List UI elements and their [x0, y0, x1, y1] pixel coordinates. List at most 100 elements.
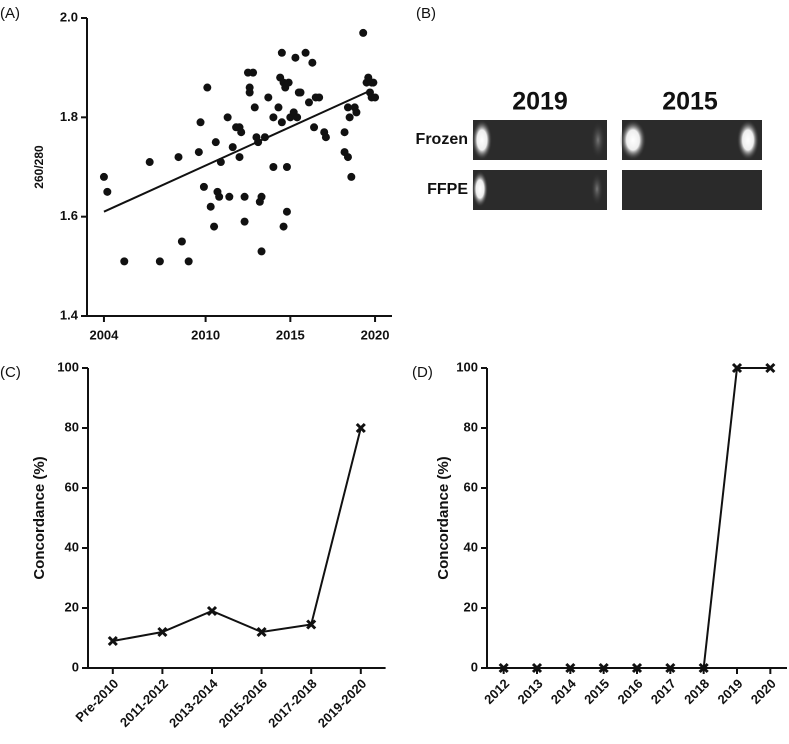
point: [352, 108, 361, 117]
gel-band: [737, 120, 759, 160]
y-axis-label: Concordance (%): [435, 456, 452, 579]
x-tick-label: 2017: [648, 676, 679, 707]
gel-column-label: 2019: [512, 88, 568, 116]
y-tick-label: 1.8: [60, 109, 78, 124]
point: [177, 237, 186, 246]
marker: [631, 662, 643, 674]
marker: [598, 662, 609, 674]
x-tick-label: 2015: [581, 676, 612, 707]
x-tick-label: 2004: [89, 327, 119, 342]
marker: [731, 362, 743, 374]
point: [282, 207, 291, 216]
y-tick-label: 0: [471, 659, 478, 674]
line: [112, 427, 362, 642]
panel-label: (A): [0, 5, 20, 22]
y-axis-label: 260/280: [32, 145, 46, 189]
x-tick-label: 2014: [548, 675, 580, 707]
y-axis-label: Concordance (%): [31, 456, 48, 579]
point: [206, 202, 215, 211]
point: [216, 158, 225, 167]
x-tick-label: 2019: [714, 676, 745, 707]
y-tick-label: 20: [65, 599, 79, 614]
point: [343, 103, 352, 112]
point: [228, 143, 237, 152]
panel-label: (D): [412, 364, 433, 381]
point: [347, 172, 356, 181]
point: [301, 48, 310, 57]
marker: [531, 662, 543, 674]
y-tick-label: 40: [464, 539, 478, 554]
x-tick-label: 2018: [681, 676, 712, 707]
x-tick-label: 2020: [361, 327, 390, 342]
x-tick-label: 2015-2016: [216, 676, 271, 731]
x-tick-label: 2010: [191, 327, 220, 342]
point: [103, 187, 112, 196]
y-tick-label: 40: [65, 539, 79, 554]
point: [260, 133, 269, 142]
point: [254, 138, 263, 147]
point: [264, 93, 273, 102]
point: [369, 78, 378, 87]
point: [277, 48, 286, 57]
marker: [665, 662, 676, 674]
point: [282, 163, 291, 171]
panel-label: (C): [0, 364, 21, 381]
y-tick-label: 80: [65, 419, 79, 434]
point: [203, 83, 212, 92]
gel-band: [472, 120, 492, 160]
marker: [206, 605, 218, 617]
point: [279, 222, 288, 231]
gel-band: [591, 122, 605, 158]
point: [345, 113, 354, 122]
x-tick-label: 2013-2014: [166, 675, 221, 730]
point: [145, 158, 154, 167]
gel-panel: (B) 2019 2015 Frozen FFPE: [416, 5, 762, 210]
point: [225, 192, 234, 201]
panel-label: (B): [416, 5, 436, 22]
gel-lane: [473, 170, 607, 210]
point: [196, 118, 205, 127]
point: [240, 217, 249, 226]
y-tick-label: 80: [464, 419, 478, 434]
y-tick-label: 20: [464, 599, 478, 614]
marker: [765, 362, 776, 374]
x-tick-label: 2013: [514, 676, 545, 707]
point: [284, 78, 293, 87]
point: [274, 103, 283, 112]
marker: [256, 626, 267, 638]
point: [120, 257, 129, 266]
marker: [157, 626, 168, 638]
point: [277, 118, 286, 127]
x-tick-label: 2015: [276, 327, 305, 342]
point: [174, 153, 183, 162]
point: [257, 247, 266, 256]
y-tick-label: 60: [464, 479, 478, 494]
gel-band: [472, 171, 488, 207]
x-tick-label: Pre-2010: [72, 676, 121, 725]
point: [269, 163, 278, 171]
y-tick-label: 100: [456, 359, 478, 374]
point: [99, 172, 108, 181]
point: [308, 58, 317, 67]
y-tick-label: 1.6: [60, 208, 78, 223]
point: [291, 53, 300, 62]
point: [184, 257, 193, 266]
marker: [698, 662, 709, 674]
point: [321, 133, 330, 142]
y-tick-label: 60: [65, 479, 79, 494]
marker: [498, 662, 509, 674]
point: [211, 138, 220, 147]
point: [296, 88, 305, 97]
x-tick-label: 2011-2012: [117, 676, 171, 730]
marker: [355, 422, 366, 434]
x-tick-label: 2017-2018: [265, 676, 320, 731]
marker: [565, 662, 576, 674]
gel-lane: [473, 120, 607, 160]
x-tick-label: 2019-2020: [315, 676, 370, 731]
point: [215, 192, 224, 201]
y-tick-label: 1.4: [60, 307, 79, 322]
marker: [107, 635, 118, 647]
gel-column-label: 2015: [662, 88, 718, 116]
point: [250, 103, 259, 112]
